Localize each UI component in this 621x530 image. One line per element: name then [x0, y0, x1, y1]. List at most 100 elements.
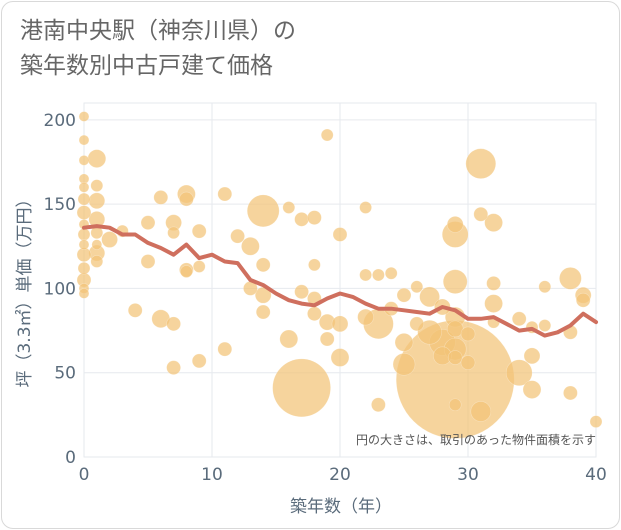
- x-tick-label: 30: [457, 465, 479, 485]
- bubble-point: [505, 359, 533, 387]
- bubble-point: [87, 149, 107, 168]
- bubble-point: [77, 228, 91, 241]
- bubble-point: [78, 288, 90, 299]
- bubble-point: [191, 223, 207, 239]
- bubble-point: [410, 280, 424, 294]
- size-note: 円の大きさは、取引のあった物件面積を示す: [356, 432, 596, 447]
- y-axis-title: 坪（3.3㎡）単価（万円）: [15, 190, 35, 387]
- bubble-point: [78, 134, 90, 146]
- bubble-point: [563, 385, 578, 401]
- bubble-point: [575, 292, 591, 308]
- chart-title-line-2: 築年数別中古戸建て価格: [20, 53, 273, 79]
- y-tick-label: 0: [65, 448, 76, 468]
- bubble-point: [372, 268, 385, 282]
- y-tick-label: 100: [44, 279, 76, 299]
- x-axis-title: 築年数（年）: [290, 497, 392, 517]
- bubble-point: [255, 304, 271, 320]
- bubble-point: [255, 257, 271, 273]
- bubble-point: [294, 284, 309, 300]
- bubble-point: [180, 265, 193, 278]
- bubble-point: [523, 347, 541, 365]
- bubble-point: [470, 401, 492, 422]
- bubble-point: [246, 194, 280, 228]
- bubble-point: [559, 267, 582, 290]
- bubble-point: [101, 231, 118, 248]
- bubble-point: [217, 186, 233, 202]
- bubble-point: [88, 192, 106, 210]
- bubble-point: [442, 269, 468, 294]
- bubble-point: [167, 226, 180, 240]
- bubble-point: [589, 415, 603, 428]
- bubble-point: [320, 128, 334, 142]
- bubble-point: [330, 348, 350, 367]
- bubble-point: [332, 227, 348, 242]
- bubble-point: [308, 258, 321, 272]
- bubble-point: [522, 380, 542, 399]
- bubble-point: [140, 254, 156, 269]
- bubble-point: [486, 276, 501, 291]
- bubble-point: [77, 192, 91, 206]
- bubble-point: [484, 213, 503, 232]
- x-tick-label: 40: [585, 465, 607, 485]
- trend-line: [82, 224, 598, 338]
- bubble-point: [359, 201, 372, 214]
- bubble-point: [357, 308, 374, 326]
- bubble-point: [460, 355, 476, 370]
- bubble-point: [417, 319, 442, 345]
- bubble-point: [396, 287, 412, 303]
- bubble-point: [511, 311, 527, 327]
- bubble-point: [230, 228, 245, 244]
- grid-lines: [83, 102, 597, 458]
- trend-series: [82, 224, 598, 338]
- bubble-point: [359, 268, 372, 282]
- bubble-point: [90, 255, 104, 268]
- bubble-point: [331, 315, 349, 333]
- bubble-point: [538, 319, 552, 332]
- bubble-point: [394, 333, 414, 352]
- bubble-point: [392, 352, 416, 376]
- bubble-point: [77, 261, 91, 275]
- bubble-point: [538, 280, 552, 294]
- bubble-point: [371, 397, 386, 413]
- bubble-point: [241, 236, 260, 256]
- bubble-point: [78, 111, 90, 122]
- x-tick-label: 10: [201, 465, 223, 485]
- bubble-point: [140, 215, 156, 230]
- bubble-point: [282, 201, 296, 214]
- bubble-point: [179, 191, 194, 207]
- bubble-point: [448, 398, 462, 412]
- bubble-point: [166, 360, 181, 375]
- bubble-point: [473, 206, 489, 222]
- bubble-point: [307, 306, 322, 322]
- bubble-point: [217, 341, 233, 357]
- bubble-point: [78, 181, 90, 193]
- bubble-point: [460, 326, 476, 342]
- bubble-point: [78, 239, 90, 250]
- bubble-point: [127, 303, 143, 318]
- bubble-point: [384, 266, 398, 280]
- bubble-point: [166, 316, 181, 332]
- bubble-point: [319, 331, 335, 347]
- y-tick-label: 150: [44, 195, 76, 215]
- bubble-point: [191, 353, 207, 369]
- bubble-point: [409, 316, 425, 332]
- bubble-point: [446, 216, 464, 233]
- bubble-point: [294, 212, 309, 227]
- x-tick-label: 20: [329, 465, 351, 485]
- bubble-point: [90, 179, 104, 192]
- bubble-point: [465, 148, 497, 179]
- bubble-point: [279, 329, 299, 349]
- bubble-point: [76, 205, 92, 220]
- bubble-point: [447, 350, 463, 365]
- bubble-point: [484, 294, 503, 313]
- chart-title: 港南中央駅（神奈川県）の 築年数別中古戸建て価格: [20, 14, 296, 84]
- y-tick-label: 200: [44, 111, 76, 131]
- y-tick-label: 50: [54, 364, 76, 384]
- bubble-point: [153, 190, 169, 205]
- bubble-point: [307, 210, 322, 225]
- bubble-point: [78, 155, 90, 166]
- chart-title-line-1: 港南中央駅（神奈川県）の: [20, 18, 296, 44]
- bubble-point: [272, 358, 331, 418]
- bubble-point: [192, 260, 206, 273]
